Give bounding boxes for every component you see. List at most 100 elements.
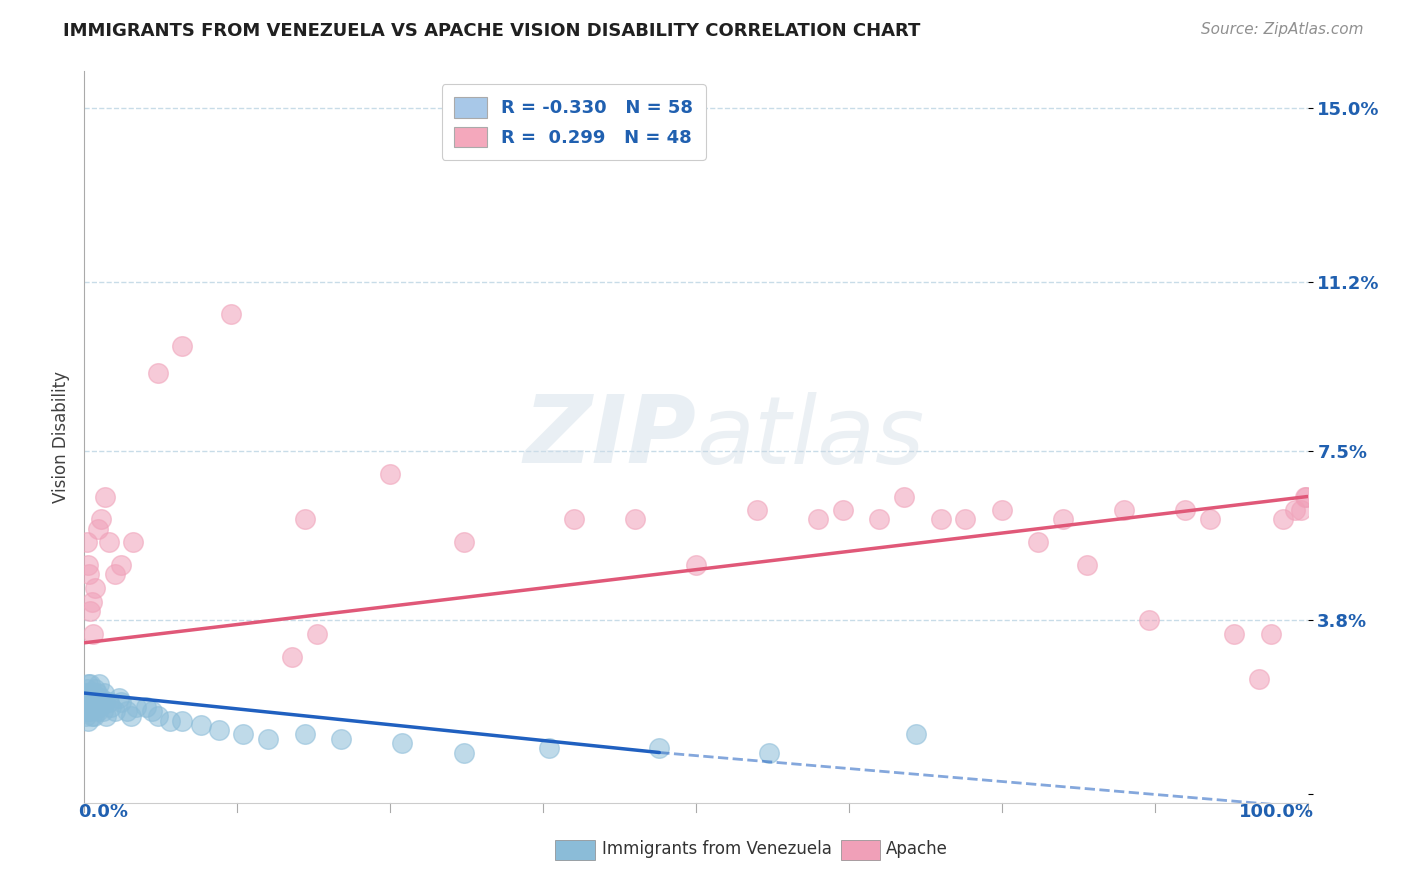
Point [104,705,127,719]
Point [807,512,830,526]
Point [104,567,127,582]
Point [100,699,122,714]
Point [685,558,707,573]
Text: IMMIGRANTS FROM VENEZUELA VS APACHE VISION DISABILITY CORRELATION CHART: IMMIGRANTS FROM VENEZUELA VS APACHE VISI… [63,22,921,40]
Point [89,699,111,714]
Point [93,686,115,700]
Point [562,512,585,526]
Point [110,558,132,573]
Point [1272,512,1295,526]
Point [208,723,231,737]
Text: Immigrants from Venezuela: Immigrants from Venezuela [602,840,831,858]
Point [1291,503,1313,517]
Point [1260,626,1282,640]
Point [122,535,145,549]
Point [330,731,353,746]
Point [305,626,328,640]
Point [1294,490,1316,504]
Point [94,490,117,504]
Point [94,695,117,709]
Point [91,705,114,719]
Point [1114,503,1136,517]
Point [84,695,107,709]
Point [1028,535,1050,549]
Point [77,677,100,691]
Point [84,681,107,696]
Point [77,558,100,573]
Point [146,366,169,380]
Point [87,521,110,535]
Point [624,512,647,526]
Point [905,727,928,741]
Point [76,705,98,719]
Text: ZIP: ZIP [523,391,696,483]
Point [120,709,142,723]
Text: atlas: atlas [696,392,924,483]
Point [747,503,769,517]
Point [87,677,110,691]
Point [648,740,671,755]
Point [80,594,103,608]
Point [77,714,100,728]
Point [172,338,194,352]
Point [82,699,104,714]
Point [294,512,316,526]
Point [1174,503,1197,517]
Point [758,746,780,760]
Point [991,503,1014,517]
Point [75,686,97,700]
Point [77,686,100,700]
Point [135,699,157,714]
Point [76,535,98,549]
Point [80,709,103,723]
Text: Apache: Apache [886,840,948,858]
Text: 100.0%: 100.0% [1239,803,1313,821]
Point [86,686,108,700]
Point [79,677,101,691]
Point [831,503,853,517]
Point [96,709,118,723]
Point [125,699,148,714]
Y-axis label: Vision Disability: Vision Disability [52,371,70,503]
Point [146,709,169,723]
Point [257,731,280,746]
Point [893,490,915,504]
Point [76,690,98,705]
Point [107,690,129,705]
Point [391,736,413,750]
Point [953,512,976,526]
Point [538,740,561,755]
Point [77,567,100,582]
Point [77,695,100,709]
Point [115,705,138,719]
Point [86,699,108,714]
Point [869,512,891,526]
Point [110,695,132,709]
Text: Source: ZipAtlas.com: Source: ZipAtlas.com [1201,22,1364,37]
Point [97,695,120,709]
Point [83,709,105,723]
Point [453,535,475,549]
Point [172,714,194,728]
Point [87,695,110,709]
Point [79,705,101,719]
Point [84,581,107,595]
Point [294,727,316,741]
Point [82,686,104,700]
Point [79,690,101,705]
Point [82,626,104,640]
Point [1076,558,1098,573]
Point [83,690,105,705]
Point [141,705,163,719]
Point [380,467,402,481]
Point [90,690,112,705]
Point [75,709,97,723]
Point [97,535,120,549]
Point [76,681,98,696]
Point [1137,613,1160,627]
Point [80,695,103,709]
Point [232,727,254,741]
Point [190,718,212,732]
Point [1052,512,1074,526]
Point [1295,490,1317,504]
